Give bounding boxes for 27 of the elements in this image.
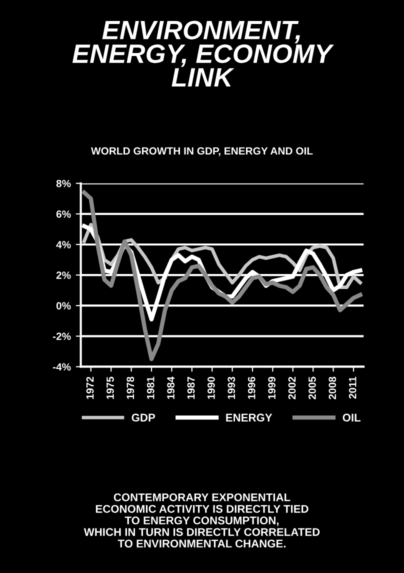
y-tick-label: 6%: [56, 210, 71, 218]
y-tick-label: -2%: [52, 332, 71, 340]
legend-label: ENERGY: [226, 414, 272, 422]
x-tick-label: 2002: [288, 376, 296, 400]
chart-title: ENVIRONMENT, ENERGY, ECONOMY LINK: [72, 20, 334, 86]
x-tick-label: 2011: [348, 376, 356, 399]
x-tick-label: 1975: [106, 376, 114, 399]
x-tick-label: 1993: [228, 376, 236, 399]
legend-label: GDP: [132, 414, 156, 422]
x-tick-label: 1999: [268, 376, 276, 399]
y-tick-label: 8%: [56, 180, 71, 188]
y-tick-label: -4%: [52, 363, 71, 371]
x-tick-label: 1990: [208, 376, 215, 399]
legend-label: OIL: [342, 414, 361, 422]
x-tick-label: 1972: [86, 376, 94, 399]
x-tick-label: 1981: [146, 376, 154, 399]
x-tick-label: 1984: [167, 376, 174, 399]
x-tick-label: 1996: [248, 376, 256, 399]
y-tick-label: 2%: [56, 272, 71, 279]
y-tick-label: 4%: [56, 241, 71, 248]
chart-subtitle: WORLD GROWTH IN GDP, ENERGY AND OIL: [90, 147, 313, 156]
y-tick-label: 0%: [56, 302, 71, 310]
x-tick-label: 2008: [328, 376, 336, 400]
x-tick-label: 1987: [187, 376, 195, 399]
text: CONTEMPORARY EXPONENTIAL ECONOMIC ACTIVITY IS DIRECTLY TIED TO ENERGY CONSUMPTION, WHICH IN TURN IS DIRECTLY CORRELATED TO ENVIRONMENTAL CHANGE.: [84, 493, 320, 548]
x-tick-label: 2005: [308, 376, 316, 400]
x-tick-label: 1978: [126, 376, 134, 399]
